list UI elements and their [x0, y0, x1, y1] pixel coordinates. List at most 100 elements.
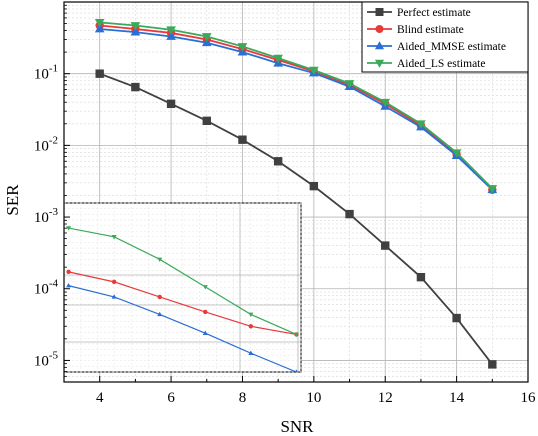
- data-point-marker: [157, 257, 163, 262]
- data-point-marker: [95, 69, 104, 78]
- x-tick-label: 6: [167, 390, 175, 406]
- data-point-marker: [381, 241, 390, 250]
- main-series-layer: [94, 18, 498, 369]
- data-point-marker: [203, 309, 208, 315]
- inset-series-blind-estimate: [66, 269, 299, 337]
- series-line: [99, 21, 493, 190]
- data-point-marker: [248, 350, 254, 355]
- data-point-marker: [130, 27, 141, 36]
- data-point-marker: [237, 43, 248, 52]
- data-point-marker: [111, 279, 117, 285]
- data-point-marker: [294, 369, 298, 372]
- y-tick-base: 10: [34, 138, 49, 154]
- data-point-marker: [94, 18, 105, 28]
- data-point-marker: [157, 311, 163, 317]
- data-point-marker: [488, 360, 497, 369]
- y-tick-base: 10: [34, 282, 49, 298]
- x-tick-label: 14: [449, 390, 465, 406]
- data-point-marker: [345, 209, 354, 219]
- inset-series-aided-mmse-estimate: [66, 282, 298, 372]
- inset-series-aided-ls-estimate: [66, 226, 299, 338]
- data-point-marker: [166, 31, 176, 40]
- series-line: [99, 28, 493, 191]
- data-point-marker: [66, 282, 72, 288]
- data-point-marker: [66, 269, 71, 275]
- y-tick-base: 10: [34, 353, 49, 369]
- y-tick-exponent: -5: [49, 349, 59, 361]
- y-tick-exponent: -2: [49, 134, 58, 146]
- y-tick-exponent: -1: [49, 63, 58, 75]
- y-tick-label: 10-5: [34, 349, 59, 369]
- series-aided-ls-estimate: [94, 18, 498, 194]
- data-point-marker: [202, 330, 208, 335]
- data-point-marker: [309, 181, 319, 191]
- x-tick-label: 4: [96, 390, 104, 406]
- y-tick-base: 10: [34, 210, 49, 226]
- data-point-marker: [111, 235, 117, 240]
- y-tick-exponent: -4: [49, 278, 59, 290]
- series-line: [99, 72, 494, 365]
- data-point-marker: [416, 272, 426, 282]
- y-tick-label: 10-2: [34, 134, 58, 154]
- y-tick-label: 10-3: [34, 206, 59, 226]
- inset-series-line: [68, 227, 297, 335]
- series-perfect-estimate: [95, 69, 497, 369]
- legend-label: Aided_LS estimate: [397, 58, 485, 70]
- legend-item: Perfect estimate: [367, 7, 471, 19]
- inset-plot: [63, 202, 302, 373]
- data-point-marker: [111, 294, 117, 299]
- x-tick-label: 8: [239, 390, 247, 406]
- legend-label: Blind estimate: [397, 24, 464, 36]
- data-point-marker: [451, 149, 462, 158]
- data-point-marker: [130, 22, 141, 31]
- main-series-clip: [94, 18, 498, 369]
- data-point-marker: [416, 120, 426, 129]
- series-line: [99, 24, 493, 191]
- data-point-marker: [309, 66, 319, 76]
- legend-item: Aided_MMSE estimate: [367, 41, 506, 53]
- data-point-marker: [380, 98, 391, 108]
- inset-series-line: [68, 271, 297, 336]
- data-point-marker: [201, 37, 212, 47]
- inset-series-line: [68, 285, 297, 372]
- data-point-marker: [452, 313, 461, 323]
- data-point-marker: [238, 135, 247, 144]
- legend-marker: [374, 59, 385, 68]
- x-tick-label: 16: [521, 390, 537, 406]
- data-point-marker: [344, 80, 355, 89]
- data-point-marker: [94, 23, 105, 33]
- data-point-marker: [487, 185, 498, 194]
- y-tick-exponent: -3: [49, 206, 59, 218]
- legend-item: Blind estimate: [367, 24, 464, 36]
- x-tick-label: 10: [306, 390, 321, 406]
- data-point-marker: [201, 33, 212, 42]
- y-axis-title: SER: [3, 184, 22, 216]
- data-point-marker: [248, 324, 254, 329]
- legend-marker: [375, 25, 384, 33]
- data-point-marker: [66, 226, 72, 231]
- data-point-marker: [202, 116, 211, 126]
- data-point-marker: [202, 285, 208, 290]
- plot-frame: [63, 1, 529, 383]
- data-point-marker: [273, 54, 283, 64]
- data-point-marker: [273, 157, 283, 166]
- data-point-marker: [293, 332, 299, 338]
- legend: Perfect estimate Blind estimate Aided_MMSE…: [361, 1, 529, 73]
- y-tick-label: 10-4: [34, 278, 59, 298]
- data-point-marker: [166, 99, 176, 109]
- data-point-marker: [248, 312, 254, 318]
- legend-label: Perfect estimate: [397, 7, 471, 19]
- x-axis-title: SNR: [280, 417, 314, 436]
- data-point-marker: [131, 82, 140, 92]
- x-tick-label: 12: [378, 390, 393, 406]
- legend-item: Aided_LS estimate: [367, 58, 485, 70]
- y-tick-base: 10: [34, 67, 49, 83]
- inset-series-layer: [66, 226, 299, 372]
- data-point-marker: [157, 294, 162, 300]
- legend-label: Aided_MMSE estimate: [397, 41, 506, 53]
- legend-marker: [374, 41, 385, 50]
- data-point-marker: [166, 26, 176, 35]
